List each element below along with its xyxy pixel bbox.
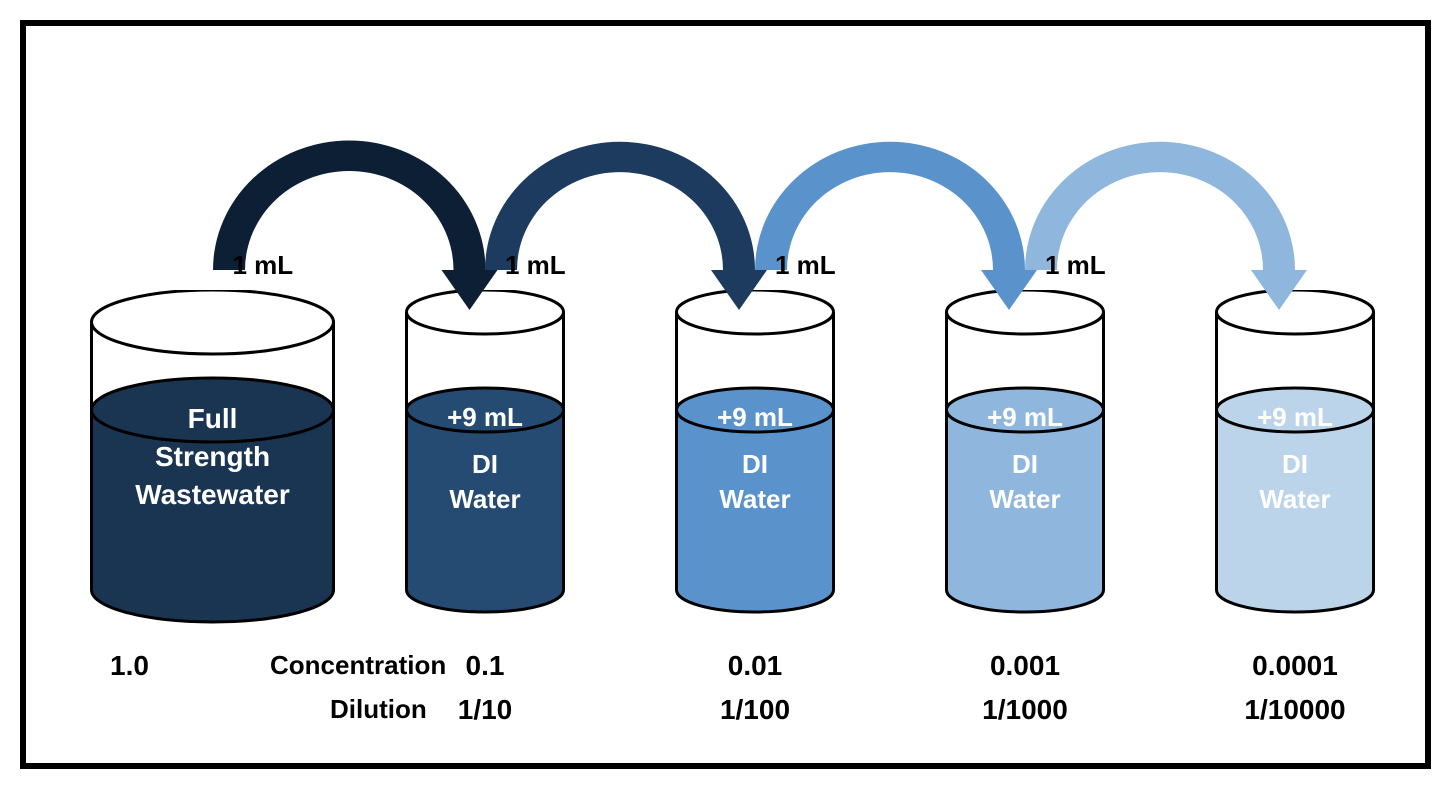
beaker-label-d4: +9 mLDIWater (1215, 400, 1375, 517)
dilution-value-d3: 1/1000 (945, 694, 1105, 726)
concentration-value-d1: 0.1 (405, 650, 565, 682)
beaker-d4: +9 mLDIWater (1215, 290, 1375, 616)
transfer-amount-label-4: 1 mL (1045, 250, 1106, 281)
concentration-value-d3: 0.001 (945, 650, 1105, 682)
concentration-value-source: 1.0 (110, 650, 190, 682)
beaker-label-d3: +9 mLDIWater (945, 400, 1105, 517)
beaker-d3: +9 mLDIWater (945, 290, 1105, 616)
beaker-label-d2: +9 mLDIWater (675, 400, 835, 517)
beaker-label-source: FullStrengthWastewater (90, 400, 335, 513)
concentration-value-d2: 0.01 (675, 650, 835, 682)
transfer-amount-label-3: 1 mL (775, 250, 836, 281)
beaker-source: FullStrengthWastewater (90, 290, 335, 626)
beaker-label-d1: +9 mLDIWater (405, 400, 565, 517)
diagram-frame: FullStrengthWastewater +9 mLDIWater +9 mLD… (0, 0, 1451, 789)
dilution-value-d4: 1/10000 (1215, 694, 1375, 726)
concentration-value-d4: 0.0001 (1215, 650, 1375, 682)
dilution-value-d1: 1/10 (405, 694, 565, 726)
dilution-value-d2: 1/100 (675, 694, 835, 726)
transfer-amount-label-1: 1 mL (233, 250, 294, 281)
diagram-stage: FullStrengthWastewater +9 mLDIWater +9 mLD… (0, 0, 1451, 789)
beaker-d1: +9 mLDIWater (405, 290, 565, 616)
beaker-d2: +9 mLDIWater (675, 290, 835, 616)
transfer-amount-label-2: 1 mL (505, 250, 566, 281)
